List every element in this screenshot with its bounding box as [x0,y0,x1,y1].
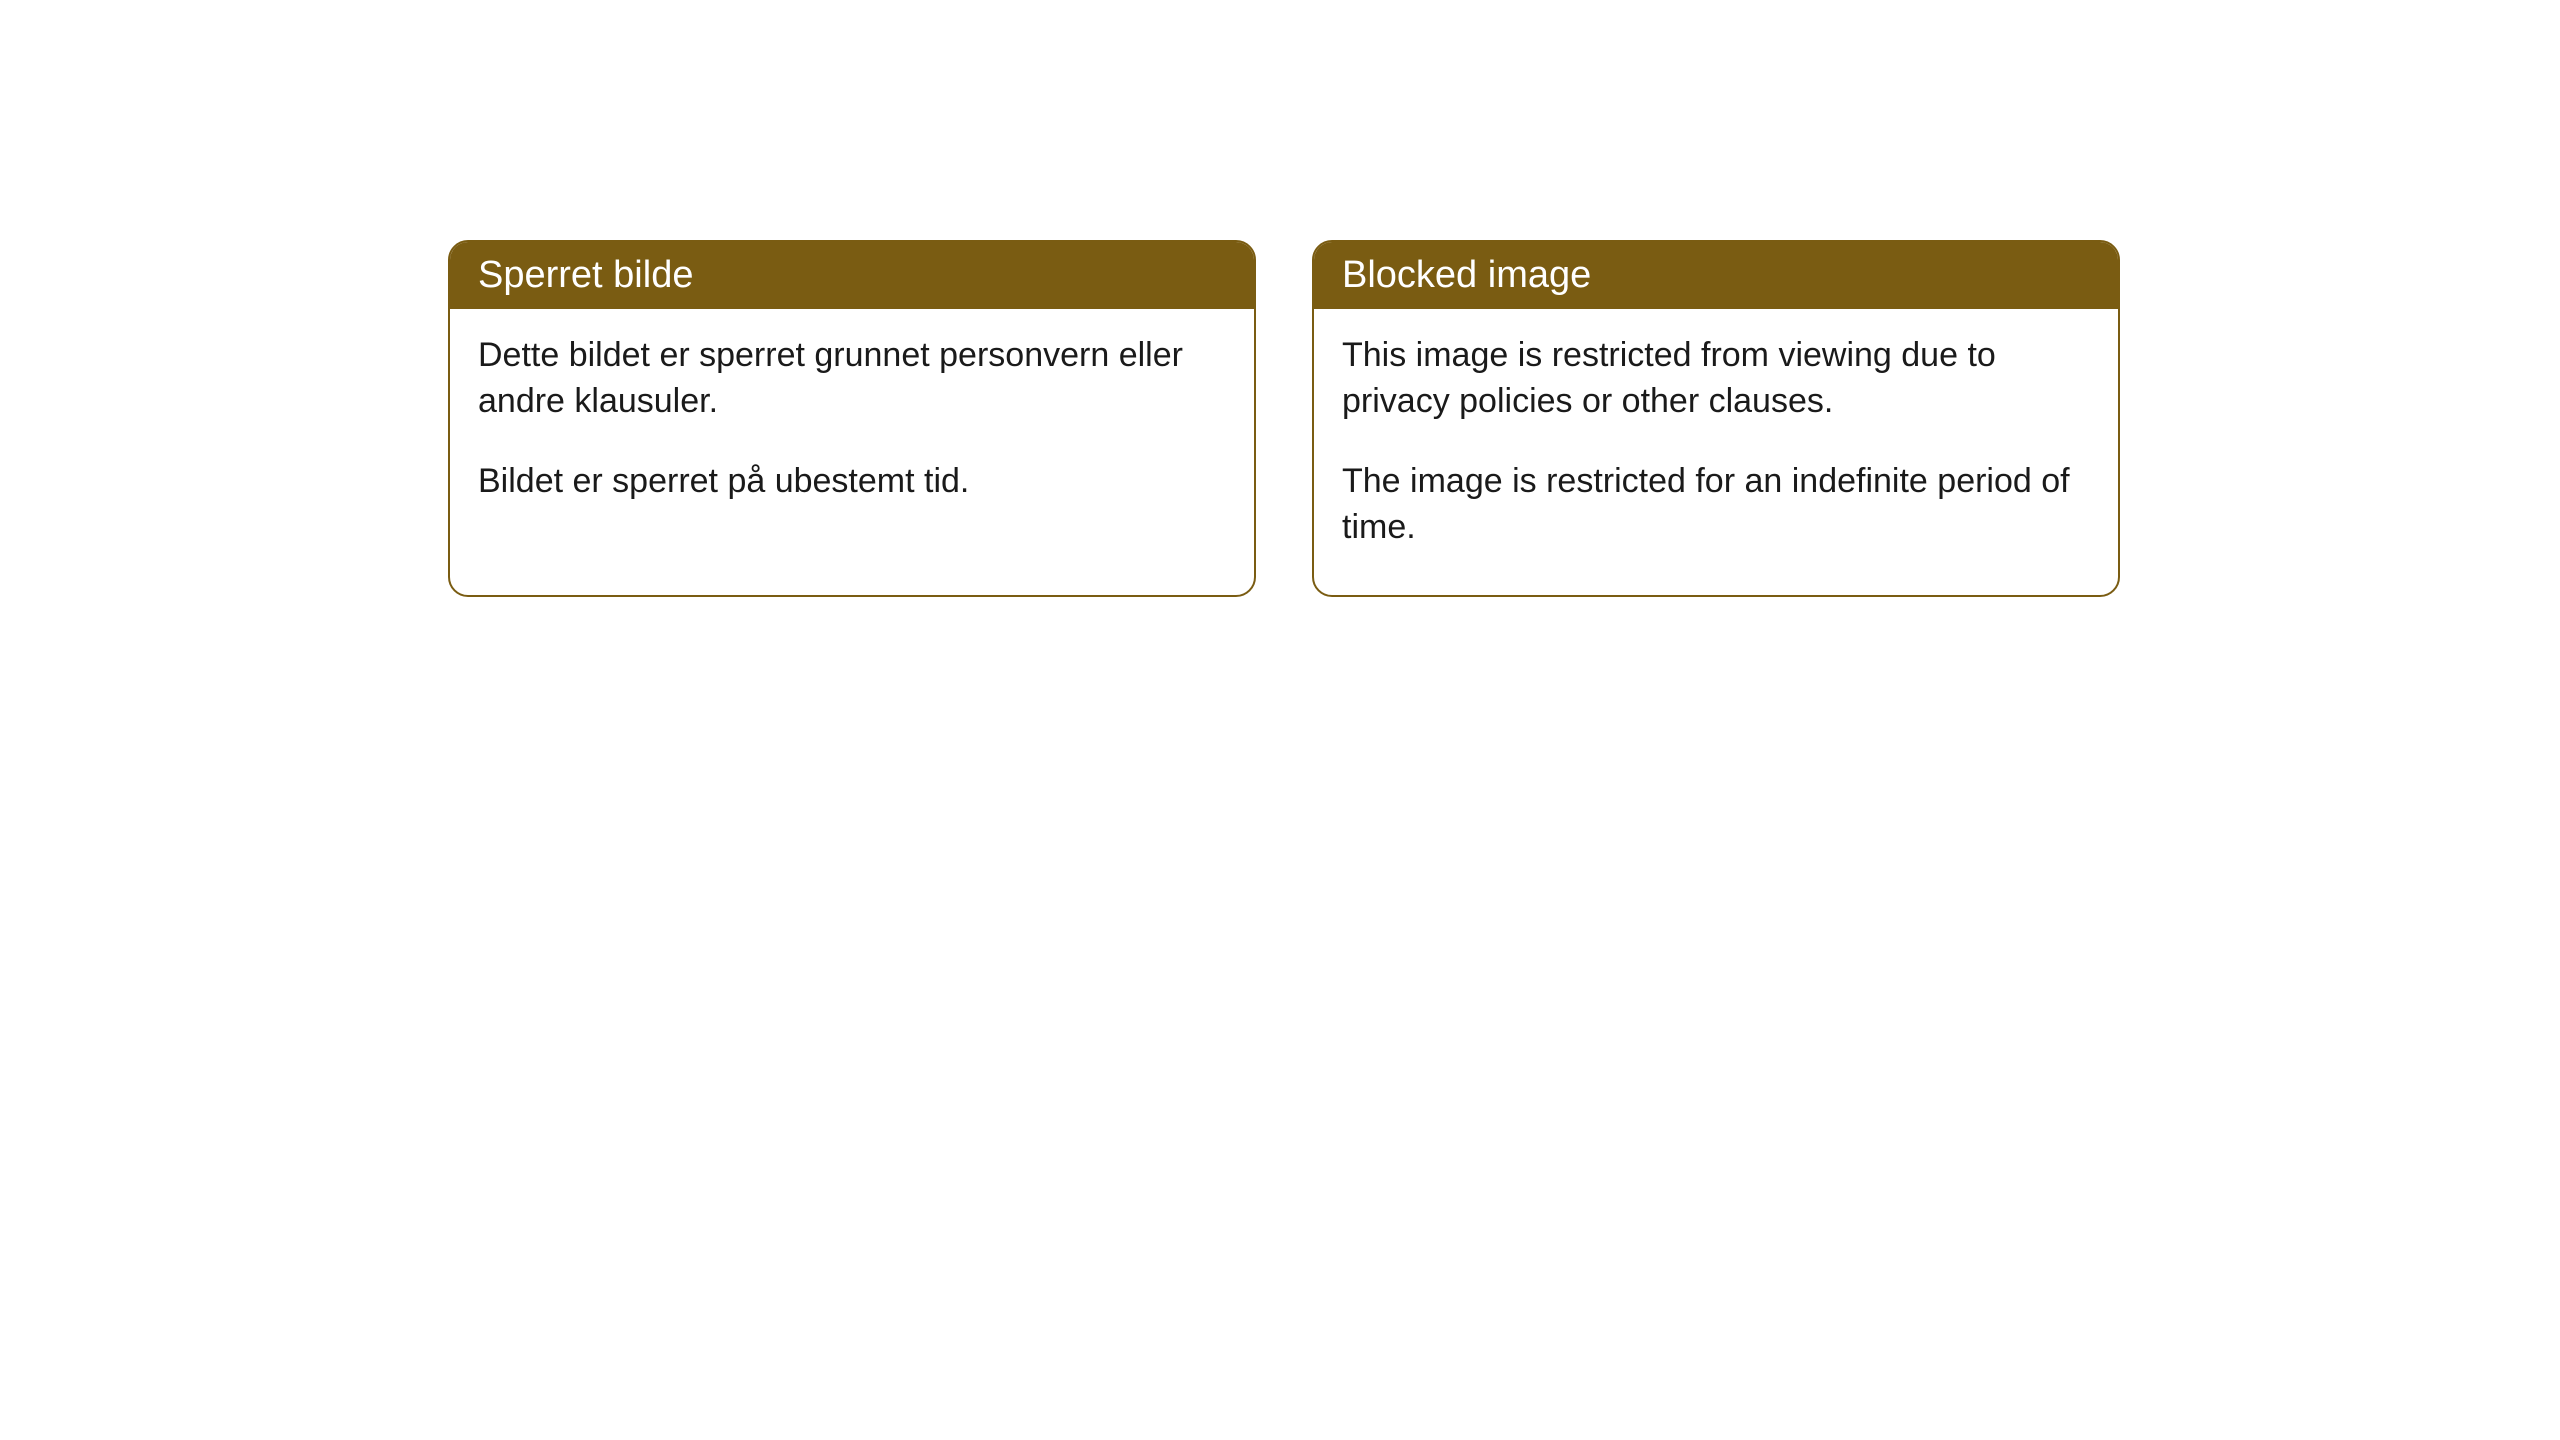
card-header: Sperret bilde [450,242,1254,309]
card-body: Dette bildet er sperret grunnet personve… [450,309,1254,549]
card-paragraph-1: This image is restricted from viewing du… [1342,333,2090,425]
blocked-image-card-norwegian: Sperret bilde Dette bildet er sperret gr… [448,240,1256,597]
card-paragraph-2: Bildet er sperret på ubestemt tid. [478,459,1226,505]
blocked-image-card-english: Blocked image This image is restricted f… [1312,240,2120,597]
card-header: Blocked image [1314,242,2118,309]
card-paragraph-2: The image is restricted for an indefinit… [1342,459,2090,551]
card-title: Blocked image [1342,254,1591,296]
card-paragraph-1: Dette bildet er sperret grunnet personve… [478,333,1226,425]
cards-container: Sperret bilde Dette bildet er sperret gr… [0,0,2560,597]
card-title: Sperret bilde [478,254,693,296]
card-body: This image is restricted from viewing du… [1314,309,2118,595]
